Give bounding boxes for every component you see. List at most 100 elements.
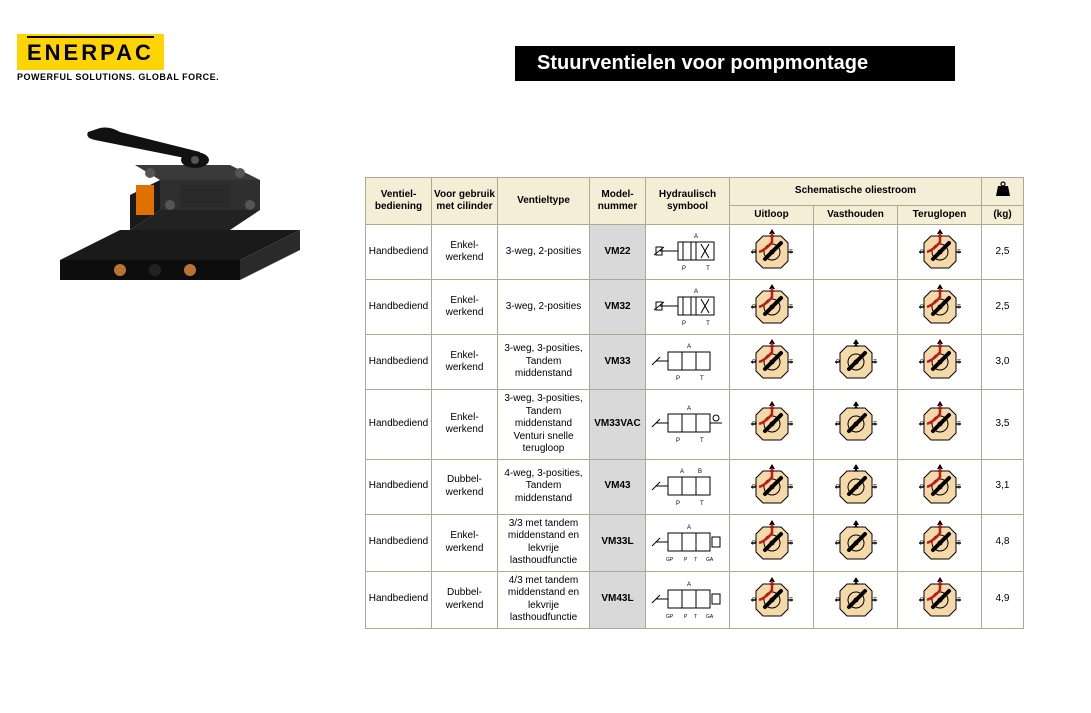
svg-text:A: A [680, 469, 684, 475]
cell-ventiel: Handbediend [366, 280, 432, 335]
hdr-gebruik-text: Voor gebruikmet cilinder [434, 189, 495, 213]
cell-gebruik: Enkel-werkend [432, 225, 498, 280]
cell-type: 4-weg, 3-posities,Tandem middenstand [498, 459, 590, 514]
header-schem: Schematische oliestroom [730, 178, 982, 206]
svg-text:GP: GP [666, 614, 674, 620]
svg-text:P: P [919, 250, 923, 256]
cell-teruglopen: A P T [898, 225, 982, 280]
cell-model: VM32 [590, 280, 646, 335]
cell-weight: 2,5 [982, 225, 1024, 280]
svg-text:P: P [751, 541, 755, 547]
cell-uitloop: A P T [730, 335, 814, 390]
hdr-schem-text: Schematische oliestroom [795, 185, 916, 196]
svg-text:A: A [686, 406, 690, 412]
header-hydr: Hydraulischsymbool [646, 178, 730, 225]
brand-logo: ENERPAC POWERFUL SOLUTIONS. GLOBAL FORCE… [17, 34, 247, 82]
cell-hydraulic-symbol: A P T [646, 390, 730, 460]
cell-gebruik: Dubbel-werkend [432, 571, 498, 628]
svg-text:T: T [789, 360, 793, 366]
svg-text:GP: GP [666, 557, 674, 563]
cell-vasthouden: A P T [814, 390, 898, 460]
svg-text:P: P [676, 501, 680, 507]
svg-text:P: P [751, 422, 755, 428]
svg-text:P: P [919, 485, 923, 491]
svg-text:P: P [684, 614, 688, 620]
cell-hydraulic-symbol: A P T [646, 225, 730, 280]
svg-text:P: P [835, 422, 839, 428]
cell-teruglopen: A P T [898, 335, 982, 390]
svg-text:T: T [957, 485, 961, 491]
svg-text:T: T [957, 250, 961, 256]
svg-text:P: P [835, 541, 839, 547]
cell-weight: 3,0 [982, 335, 1024, 390]
svg-text:T: T [706, 321, 710, 327]
cell-uitloop: A P T [730, 459, 814, 514]
header-ventiel: Ventiel-bediening [366, 178, 432, 225]
table-row: Handbediend Enkel-werkend 3-weg, 2-posit… [366, 280, 1024, 335]
svg-text:T: T [789, 541, 793, 547]
hdr-type-text: Ventieltype [517, 195, 570, 206]
cell-type: 4/3 met tandemmiddenstand enlekvrijelast… [498, 571, 590, 628]
cell-type: 3-weg, 2-posities [498, 225, 590, 280]
cell-hydraulic-symbol: A GP P T GA [646, 514, 730, 571]
header-vasthouden: Vasthouden [814, 205, 898, 225]
cell-hydraulic-symbol: A B P T [646, 459, 730, 514]
svg-text:GA: GA [706, 557, 714, 563]
cell-model: VM43L [590, 571, 646, 628]
valve-table: Ventiel-bediening Voor gebruikmet cilind… [365, 177, 1024, 629]
svg-text:T: T [700, 501, 704, 507]
svg-text:P: P [919, 360, 923, 366]
svg-text:P: P [835, 485, 839, 491]
brand-name: ENERPAC [17, 34, 164, 70]
cell-model: VM43 [590, 459, 646, 514]
cell-ventiel: Handbediend [366, 571, 432, 628]
svg-text:T: T [957, 422, 961, 428]
svg-text:T: T [873, 541, 877, 547]
cell-vasthouden: A P T [814, 514, 898, 571]
cell-vasthouden [814, 225, 898, 280]
svg-text:P: P [751, 598, 755, 604]
table-row: Handbediend Dubbel-werkend 4/3 met tande… [366, 571, 1024, 628]
svg-text:T: T [789, 305, 793, 311]
svg-text:P: P [751, 250, 755, 256]
cell-gebruik: Enkel-werkend [432, 335, 498, 390]
cell-type: 3-weg, 3-posities,Tandem middenstand [498, 335, 590, 390]
cell-vasthouden: A P T [814, 335, 898, 390]
hdr-weight-text: (kg) [993, 209, 1011, 220]
table-row: Handbediend Enkel-werkend 3-weg, 3-posit… [366, 390, 1024, 460]
cell-type: 3/3 met tandemmiddenstand enlekvrijelast… [498, 514, 590, 571]
table-row: Handbediend Enkel-werkend 3/3 met tandem… [366, 514, 1024, 571]
svg-text:P: P [919, 422, 923, 428]
header-type: Ventieltype [498, 178, 590, 225]
svg-text:T: T [873, 485, 877, 491]
svg-text:P: P [919, 305, 923, 311]
table-row: Handbediend Dubbel-werkend 4-weg, 3-posi… [366, 459, 1024, 514]
cell-weight: 4,9 [982, 571, 1024, 628]
header-gebruik: Voor gebruikmet cilinder [432, 178, 498, 225]
cell-teruglopen: A P T [898, 514, 982, 571]
svg-text:A: A [686, 525, 690, 531]
svg-text:T: T [789, 422, 793, 428]
svg-text:B: B [698, 469, 702, 475]
table-row: Handbediend Enkel-werkend 3-weg, 2-posit… [366, 225, 1024, 280]
cell-teruglopen: A P T [898, 571, 982, 628]
svg-text:T: T [873, 598, 877, 604]
cell-teruglopen: A P T [898, 459, 982, 514]
cell-hydraulic-symbol: A P T [646, 335, 730, 390]
svg-text:T: T [957, 305, 961, 311]
svg-text:T: T [873, 360, 877, 366]
svg-text:GA: GA [706, 614, 714, 620]
cell-gebruik: Dubbel-werkend [432, 459, 498, 514]
cell-uitloop: A P T [730, 390, 814, 460]
svg-text:P: P [751, 485, 755, 491]
header-uitloop: Uitloop [730, 205, 814, 225]
cell-teruglopen: A P T [898, 280, 982, 335]
cell-gebruik: Enkel-werkend [432, 280, 498, 335]
cell-model: VM33L [590, 514, 646, 571]
hdr-model-text: Model-nummer [598, 189, 637, 213]
hdr-uitloop-text: Uitloop [754, 209, 788, 220]
cell-weight: 4,8 [982, 514, 1024, 571]
svg-text:T: T [789, 250, 793, 256]
cell-hydraulic-symbol: A GP P T GA [646, 571, 730, 628]
header-teruglopen: Teruglopen [898, 205, 982, 225]
